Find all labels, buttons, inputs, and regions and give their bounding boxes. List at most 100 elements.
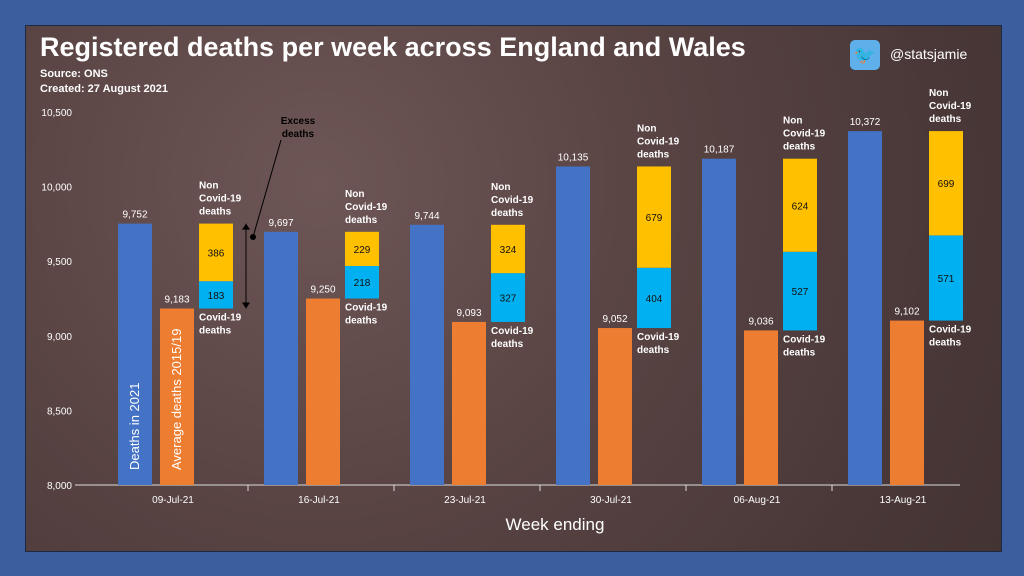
value-label-2021: 10,372: [850, 117, 881, 128]
non-covid-annotation: deaths: [783, 142, 816, 153]
bar-average-2015-19: [452, 321, 486, 485]
bar-non-covid-deaths: [929, 131, 963, 236]
twitter-handle: @statsjamie: [890, 46, 968, 62]
covid-annotation: deaths: [929, 338, 962, 349]
covid-annotation: deaths: [491, 339, 524, 350]
non-covid-annotation: Covid-19: [491, 195, 534, 206]
value-label-2021: 9,744: [414, 211, 439, 222]
bar-deaths-2021: [264, 231, 298, 485]
non-covid-annotation: Covid-19: [637, 136, 680, 147]
value-label-covid: 527: [792, 287, 809, 298]
created-label: Created: 27 August 2021: [40, 83, 168, 95]
covid-annotation: Covid-19: [491, 326, 534, 337]
value-label-non-covid: 699: [938, 179, 955, 190]
bar-non-covid-deaths: [637, 166, 671, 268]
covid-annotation: Covid-19: [345, 303, 388, 314]
bar-average-2015-19: [598, 328, 632, 485]
series-label-2021: Deaths in 2021: [127, 383, 142, 470]
x-tick-label: 13-Aug-21: [880, 495, 927, 506]
bar-deaths-2021: [556, 166, 590, 485]
x-tick-label: 16-Jul-21: [298, 495, 340, 506]
bar-average-2015-19: [890, 320, 924, 485]
covid-annotation: Covid-19: [199, 312, 242, 323]
bar-covid-deaths: [491, 273, 525, 322]
non-covid-annotation: Non: [783, 116, 802, 127]
covid-annotation: deaths: [345, 316, 378, 327]
value-label-non-covid: 624: [792, 201, 809, 212]
value-label-average: 9,036: [748, 316, 773, 327]
value-label-non-covid: 324: [500, 245, 517, 256]
value-label-2021: 9,752: [122, 210, 147, 221]
value-label-average: 9,052: [602, 314, 627, 325]
y-tick-label: 9,500: [47, 257, 72, 268]
bar-average-2015-19: [744, 330, 778, 485]
non-covid-annotation: deaths: [637, 149, 670, 160]
non-covid-annotation: deaths: [199, 207, 232, 218]
bar-covid-deaths: [199, 281, 233, 309]
non-covid-annotation: Non: [637, 123, 656, 134]
x-tick-label: 30-Jul-21: [590, 495, 632, 506]
excess-label: Excess: [281, 116, 316, 127]
value-label-2021: 10,187: [704, 145, 735, 156]
value-label-non-covid: 229: [354, 245, 371, 256]
non-covid-annotation: Covid-19: [929, 101, 972, 112]
value-label-covid: 183: [208, 291, 225, 302]
covid-annotation: deaths: [637, 345, 670, 356]
non-covid-annotation: deaths: [929, 114, 962, 125]
twitter-bird-icon: 🐦: [850, 40, 880, 70]
value-label-average: 9,093: [456, 308, 481, 319]
value-label-average: 9,183: [164, 294, 189, 305]
y-tick-label: 10,500: [41, 108, 72, 119]
covid-annotation: Covid-19: [637, 332, 680, 343]
non-covid-annotation: Covid-19: [783, 129, 826, 140]
bar-deaths-2021: [702, 158, 736, 486]
bar-covid-deaths: [783, 251, 817, 331]
non-covid-annotation: Non: [199, 181, 218, 192]
bar-average-2015-19: [306, 298, 340, 485]
bar-deaths-2021: [848, 131, 882, 485]
y-tick-label: 8,500: [47, 406, 72, 417]
non-covid-annotation: Covid-19: [199, 194, 242, 205]
series-label-average: Average deaths 2015/19: [169, 329, 184, 470]
bar-non-covid-deaths: [199, 223, 233, 282]
value-label-2021: 9,697: [268, 218, 293, 229]
bar-non-covid-deaths: [783, 158, 817, 252]
non-covid-annotation: deaths: [345, 215, 378, 226]
bar-covid-deaths: [345, 265, 379, 299]
y-tick-label: 9,000: [47, 332, 72, 343]
bar-covid-deaths: [929, 235, 963, 321]
y-tick-label: 8,000: [47, 481, 72, 492]
y-tick-label: 10,000: [41, 183, 72, 194]
non-covid-annotation: Non: [491, 182, 510, 193]
value-label-covid: 571: [938, 274, 955, 285]
excess-label: deaths: [282, 129, 315, 140]
covid-annotation: Covid-19: [929, 325, 972, 336]
x-axis-title: Week ending: [506, 515, 605, 534]
non-covid-annotation: Non: [929, 88, 948, 99]
callout-line: [252, 139, 282, 238]
value-label-non-covid: 386: [208, 248, 225, 259]
covid-annotation: deaths: [199, 325, 232, 336]
bar-covid-deaths: [637, 267, 671, 329]
value-label-non-covid: 679: [646, 213, 663, 224]
value-label-covid: 218: [354, 278, 371, 289]
bar-deaths-2021: [118, 223, 152, 485]
bar-deaths-2021: [410, 224, 444, 485]
x-tick-label: 06-Aug-21: [734, 495, 781, 506]
non-covid-annotation: Covid-19: [345, 202, 388, 213]
covid-annotation: Covid-19: [783, 334, 826, 345]
non-covid-annotation: deaths: [491, 208, 524, 219]
covid-annotation: deaths: [783, 347, 816, 358]
non-covid-annotation: Non: [345, 189, 364, 200]
value-label-average: 9,250: [310, 285, 335, 296]
bar-average-2015-19: [160, 308, 194, 485]
x-tick-label: 09-Jul-21: [152, 495, 194, 506]
bar-non-covid-deaths: [345, 231, 379, 266]
bar-non-covid-deaths: [491, 224, 525, 274]
source-label: Source: ONS: [40, 68, 108, 80]
chart-title: Registered deaths per week across Englan…: [40, 32, 746, 62]
value-label-covid: 327: [500, 294, 517, 305]
value-label-2021: 10,135: [558, 152, 589, 163]
value-label-covid: 404: [646, 294, 663, 305]
